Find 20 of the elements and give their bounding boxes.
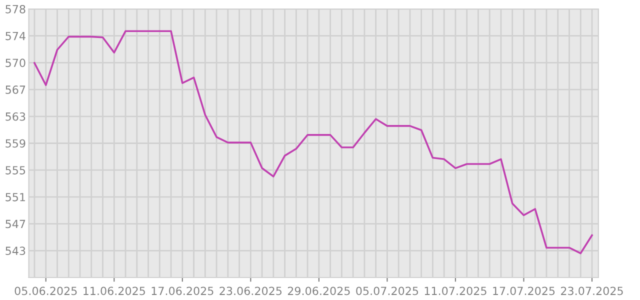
x-tick-label: 05.06.2025 [14,286,77,296]
x-tick-label: 17.06.2025 [152,286,214,296]
x-tick-label: 29.06.2025 [288,286,350,296]
y-tick-label: 555 [6,166,26,174]
y-tick-label: 578 [6,4,26,14]
x-tick-label: 11.07.2025 [424,286,486,296]
y-tick-label: 570 [6,58,26,68]
x-tick-label: 23.07.2025 [561,286,623,296]
y-tick-label: 574 [6,32,26,40]
y-tick-label: 563 [6,112,26,121]
x-tick-label: 11.06.2025 [84,286,145,296]
y-tick-label: 543 [6,246,26,256]
x-tick-label: 17.07.2025 [493,286,555,296]
x-tick-label: 23.06.2025 [220,286,282,296]
y-tick-label: 559 [6,139,26,148]
line-series [34,30,593,254]
x-tick-label: 05.07.2025 [356,286,418,296]
y-tick-label: 551 [6,193,25,202]
y-tick-label: 567 [6,86,26,94]
y-tick-label: 547 [6,220,26,228]
